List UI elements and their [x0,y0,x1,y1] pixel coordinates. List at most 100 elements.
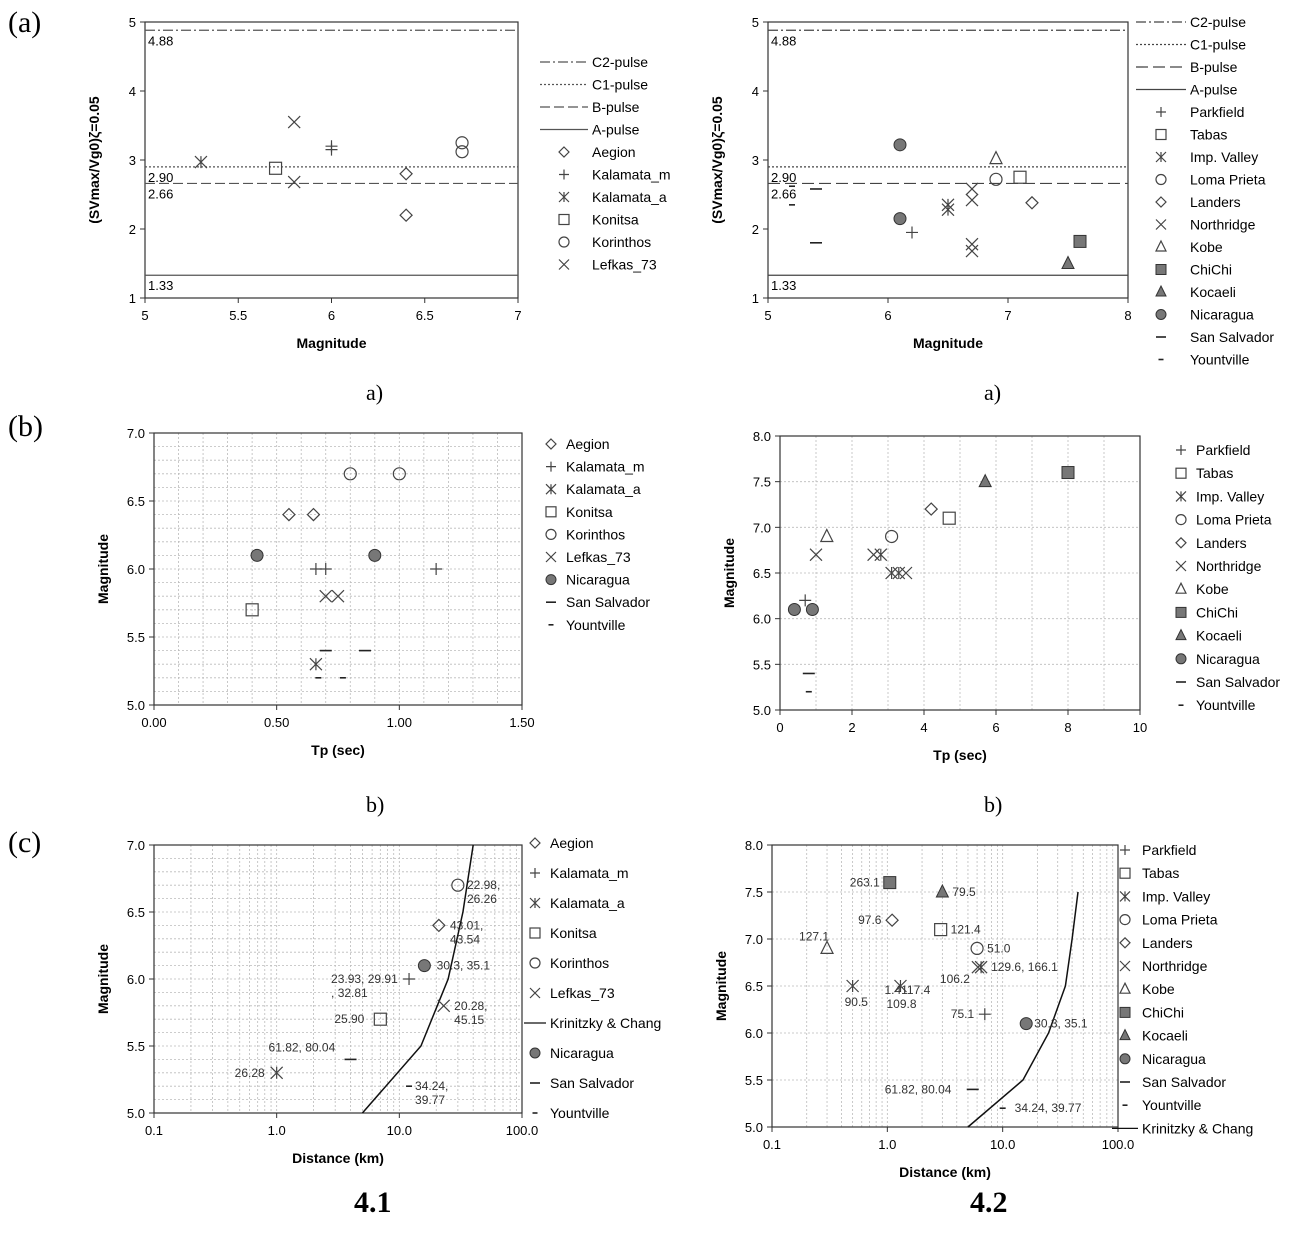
legend-item: Lefkas_73 [558,257,657,273]
chart-a2: 5 6 7 8 1 2 3 4 5 Magnitude (SVmax/Vg0)ζ=0.05 4.88 2… [709,14,1274,368]
filled-circle-marker [529,1047,541,1059]
chart-b2: 0 2 4 6 8 10 5.0 5.5 6.0 6.5 7.0 7.5 8.0 Tp (sec) Magn… [721,429,1280,763]
reference-line-label: 4.88 [771,33,796,48]
legend-label: San Salvador [550,1075,634,1091]
legend-label: Landers [1196,535,1247,551]
x-tick-label: 8 [1064,720,1071,735]
annotation-label: 26.28 [235,1066,265,1080]
diamond-marker [432,918,446,933]
reference-line-label: 2.66 [148,186,173,201]
chart-a1: 5 5.5 6 6.5 7 1 2 3 4 5 Magnitude (SVmax/Vg0)ζ=0.05… [86,15,671,351]
asterisk-marker [558,191,570,203]
x-marker [965,182,979,196]
diamond-marker [545,438,557,450]
x-marker [1155,219,1167,230]
x-tick-label: 4 [920,720,927,735]
legend-label: Tabas [1190,127,1227,143]
circle-marker [343,467,357,481]
legend-label: Nicaragua [1190,307,1254,323]
legend-label: Northridge [1196,558,1262,574]
x-axis-label: Tp (sec) [933,747,987,763]
data-points [194,115,469,223]
x-marker [437,999,451,1013]
y-tick-label: 7.0 [745,932,763,947]
legend-label: Korinthos [592,234,651,250]
legend-label: Kocaeli [1196,628,1242,644]
legend-label: B-pulse [1190,59,1238,75]
asterisk-marker [545,483,557,495]
annotation-label: 121.4 [951,923,981,937]
filled-circle-marker [893,138,907,152]
plus-marker [799,594,812,607]
legend-item: Korinthos [558,234,651,250]
x-axis-label: Distance (km) [292,1150,384,1166]
x-axis-label: Distance (km) [899,1164,991,1180]
caption-b-left: b) [366,792,385,817]
legend-item: San Salvador [1176,674,1280,690]
annotation-label: 34.24, 39.77 [1015,1101,1082,1115]
filled-circle-marker [787,603,801,617]
data-points [245,467,443,679]
filled-square-marker [1073,234,1087,248]
asterisk-marker [529,897,541,909]
legend-label: San Salvador [1196,674,1280,690]
legend-item: Parkfield [1120,842,1196,858]
legend-label: B-pulse [592,99,640,115]
legend-label: Loma Prieta [1196,512,1272,528]
x-tick-label: 0.50 [264,715,289,730]
asterisk-marker [874,548,888,562]
filled-circle-marker [250,548,264,562]
x-tick-label: 6 [884,308,891,323]
filled-circle-marker [417,959,431,973]
triangle-marker [1119,981,1131,994]
y-tick-label: 5.0 [753,703,771,718]
square-marker [373,1012,387,1026]
legend-item: Korinthos [529,955,609,971]
legend-item: San Salvador [1156,329,1274,345]
chart-b1: 0.00 0.50 1.00 1.50 5.0 5.5 6.0 6.5 7.0 Tp (sec) M… [95,426,650,758]
plus-marker [1176,445,1186,455]
legend-label: Yountville [550,1105,610,1121]
circle-marker [392,467,406,481]
x-tick-label: 8 [1124,308,1131,323]
x-tick-label: 0.1 [145,1123,163,1138]
circle-marker [989,172,1003,186]
tick-labels: 5 6 7 8 1 2 3 4 5 [752,15,1132,323]
x-marker [287,115,301,129]
asterisk-marker [194,155,208,169]
chart-c1: 0.1 1.0 10.0 100.0 5.0 5.5 6.0 6.5 7.0 Distance (… [95,835,661,1166]
legend-item: Kobe [1175,581,1229,597]
y-tick-label: 7.5 [745,885,763,900]
legend-label: Imp. Valley [1196,488,1264,504]
legend-item: Northridge [1175,558,1262,574]
x-tick-label: 0 [776,720,783,735]
filled-circle-marker [893,212,907,226]
asterisk-marker [894,979,907,993]
filled-triangle-marker [935,883,950,898]
circle-marker [558,236,570,248]
plus-marker [546,461,556,472]
legend-item: ChiChi [1175,604,1238,620]
reference-line-label: 2.90 [771,170,796,185]
annotation-label: 22.98, [467,878,500,892]
legend-label: C2-pulse [592,54,648,70]
legend-label: Kocaeli [1142,1028,1188,1044]
data-points [820,876,1033,1109]
legend-item: C1-pulse [1136,37,1246,53]
x-marker [331,589,345,603]
x-tick-label: 6 [992,720,999,735]
panel-label-a: (a) [8,6,42,39]
grid [153,432,523,706]
x-marker [1175,560,1187,572]
legend-label: Kalamata_a [550,895,625,911]
figure-number-right: 4.2 [970,1186,1008,1219]
x-tick-label: 100.0 [1102,1137,1135,1152]
caption-a-left: a) [366,380,384,405]
diamond-marker [924,502,939,516]
legend-label: A-pulse [1190,82,1238,98]
x-tick-label: 100.0 [506,1123,539,1138]
x-marker [319,589,333,603]
y-tick-label: 5.5 [745,1073,763,1088]
legend-item: Kalamata_a [558,189,667,205]
legend-item: San Salvador [530,1075,634,1091]
